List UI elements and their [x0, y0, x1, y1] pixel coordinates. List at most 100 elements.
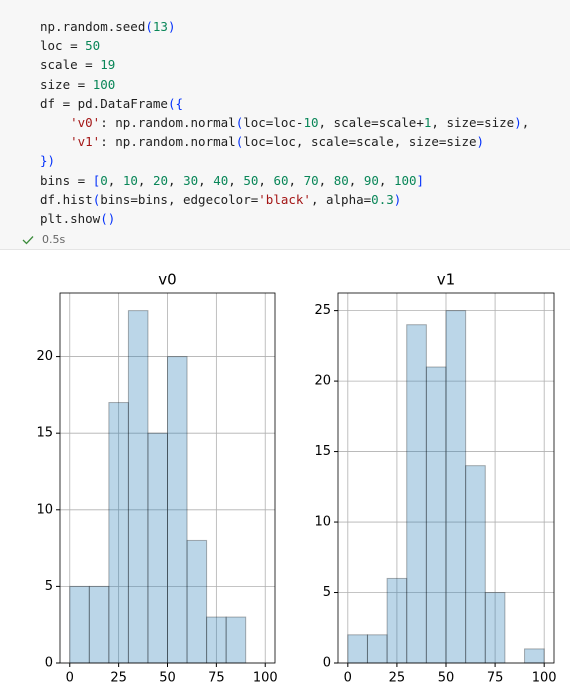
code-token: : np.random.normal: [100, 134, 236, 150]
code-token: scale =: [40, 57, 101, 73]
y-tick-label: 10: [36, 502, 53, 517]
bar: [88, 585, 110, 664]
code-token: ,: [107, 172, 123, 188]
x-tick-label: 50: [159, 671, 176, 686]
bar: [147, 432, 168, 664]
bar: [347, 634, 368, 664]
code-token: (: [145, 19, 153, 34]
code-token: ): [47, 153, 56, 169]
code-token: ]: [416, 172, 425, 188]
x-tick-label: 75: [208, 671, 225, 686]
code-line: df = pd.DataFrame({: [40, 94, 529, 113]
code-token: plt.show: [40, 210, 101, 226]
x-tick-label: 50: [438, 671, 455, 686]
code-token: df = pd.DataFrame: [40, 95, 168, 111]
code-token: 100: [92, 76, 116, 92]
code-token: ,: [288, 172, 304, 188]
code-line: plt.show(): [40, 209, 529, 228]
bar: [386, 577, 408, 664]
code-line: }): [40, 151, 529, 170]
x-tick-label: 25: [389, 671, 406, 686]
code-token: 50: [243, 172, 259, 188]
bar: [69, 585, 90, 664]
code-token: ,: [228, 172, 244, 188]
y-tick-label: 20: [36, 349, 53, 364]
y-tick-label: 20: [314, 374, 331, 389]
bar: [108, 402, 129, 664]
code-editor: np.random.seed(13) loc = 50 scale = 19 size…: [40, 17, 529, 228]
code-token: ,: [521, 114, 530, 130]
code-token: ,: [378, 172, 394, 188]
code-token: ,: [198, 172, 214, 188]
x-tick-label: 100: [532, 671, 557, 686]
code-token: bins =: [40, 172, 93, 188]
exec-time: 0.5s: [42, 233, 66, 246]
code-token: : np.random.normal: [100, 114, 236, 130]
y-tick-label: 15: [314, 444, 331, 459]
code-token: (: [92, 191, 101, 207]
code-token: ,: [258, 172, 274, 188]
code-token: 'black': [258, 191, 311, 207]
code-token: (: [235, 114, 244, 130]
code-token: 60: [273, 172, 289, 188]
axes-frame: [59, 292, 276, 664]
bar: [524, 648, 545, 664]
code-token: 13: [152, 19, 168, 34]
code-token: (: [167, 95, 176, 111]
code-line: 'v0': np.random.normal(loc=loc-10, scale…: [40, 113, 529, 132]
check-icon: [22, 236, 34, 245]
code-token: df.hist: [40, 191, 93, 207]
code-token: loc=loc-: [243, 114, 304, 130]
x-tick-label: 75: [487, 671, 504, 686]
y-tick-label: 0: [45, 656, 53, 671]
code-token: 0.3: [371, 191, 394, 207]
bar: [406, 324, 427, 664]
code-token: ,: [137, 172, 153, 188]
code-token: 70: [303, 172, 319, 188]
bar: [206, 616, 227, 664]
code-token: 100: [393, 172, 417, 188]
bar: [366, 634, 388, 664]
code-token: 0: [100, 172, 108, 188]
bar: [445, 310, 467, 664]
code-token: bins=bins, edgecolor=: [100, 191, 259, 207]
y-tick-label: 5: [323, 585, 331, 600]
code-token: 80: [333, 172, 349, 188]
bar: [465, 465, 486, 664]
code-token: ): [514, 114, 522, 130]
code-token: 10: [303, 114, 319, 130]
code-line: df.hist(bins=bins, edgecolor='black', al…: [40, 190, 529, 209]
code-token: {: [175, 95, 183, 111]
code-token: 'v1': [70, 134, 101, 150]
code-token: 20: [152, 172, 168, 188]
y-tick-label: 25: [314, 303, 331, 318]
code-token: 19: [100, 57, 116, 73]
code-token: [: [92, 172, 101, 188]
code-token: size =: [40, 76, 93, 92]
code-line: loc = 50: [40, 36, 529, 55]
code-token: loc=loc, scale=scale, size=size: [243, 134, 477, 150]
code-token: (: [100, 210, 108, 226]
code-token: ): [107, 210, 116, 226]
code-line: scale = 19: [40, 55, 529, 74]
y-tick-label: 15: [36, 426, 53, 441]
code-token: loc =: [40, 38, 86, 54]
code-token: 50: [85, 38, 101, 54]
code-token: ): [393, 191, 402, 207]
code-token: 10: [122, 172, 138, 188]
bar: [484, 592, 506, 664]
bar: [186, 539, 208, 664]
code-token: 40: [213, 172, 229, 188]
bar: [225, 616, 247, 664]
code-token: ): [476, 134, 485, 150]
bar: [425, 366, 447, 664]
code-token: 90: [363, 172, 379, 188]
y-tick-label: 5: [45, 579, 53, 594]
code-token: ): [167, 19, 176, 34]
y-tick-label: 0: [323, 656, 331, 671]
axes-frame: [337, 292, 555, 664]
code-token: , scale=scale+: [318, 114, 424, 130]
code-line: np.random.seed(13): [40, 17, 529, 36]
code-token: , size=size: [431, 114, 515, 130]
